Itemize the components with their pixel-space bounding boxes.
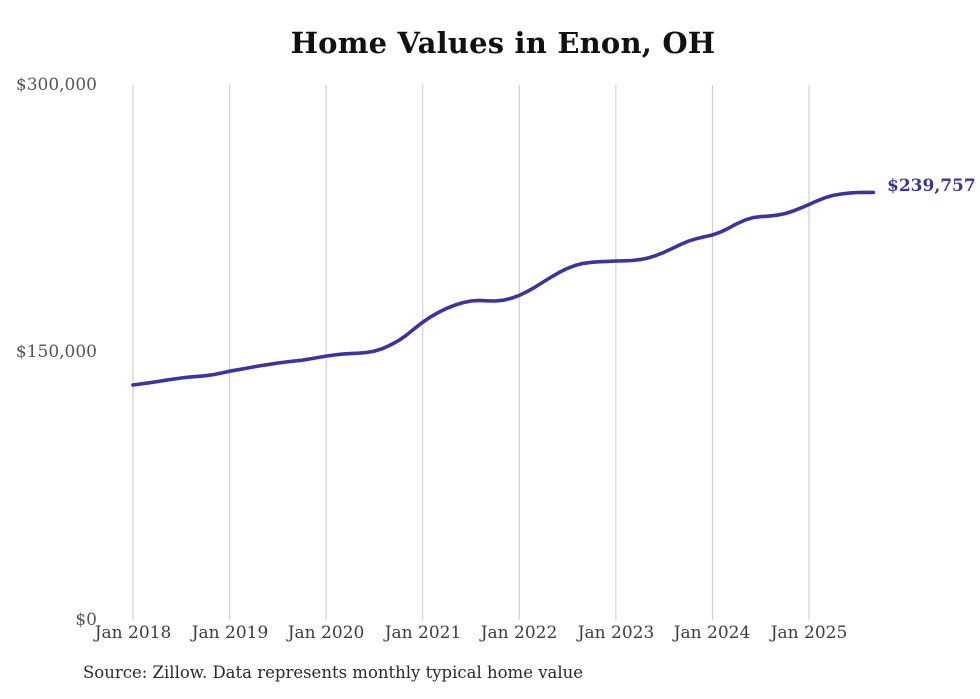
y-tick-label-0: $0	[75, 610, 97, 630]
y-tick-label-300000: $300,000	[15, 75, 97, 95]
y-tick-label-150000: $150,000	[15, 342, 97, 362]
x-tick-label-jan-2024: Jan 2024	[673, 623, 751, 643]
x-tick-label-jan-2022: Jan 2022	[480, 623, 558, 643]
source-note: Source: Zillow. Data represents monthly …	[83, 663, 584, 682]
x-tick-label-jan-2025: Jan 2025	[770, 623, 848, 643]
x-tick-label-jan-2018: Jan 2018	[94, 623, 172, 643]
x-tick-label-jan-2019: Jan 2019	[191, 623, 269, 643]
last-value-label: $239,757	[887, 176, 976, 196]
x-tick-label-jan-2020: Jan 2020	[287, 623, 365, 643]
x-tick-label-jan-2023: Jan 2023	[577, 623, 655, 643]
x-tick-label-jan-2021: Jan 2021	[384, 623, 462, 643]
chart-title: Home Values in Enon, OH	[290, 26, 716, 60]
